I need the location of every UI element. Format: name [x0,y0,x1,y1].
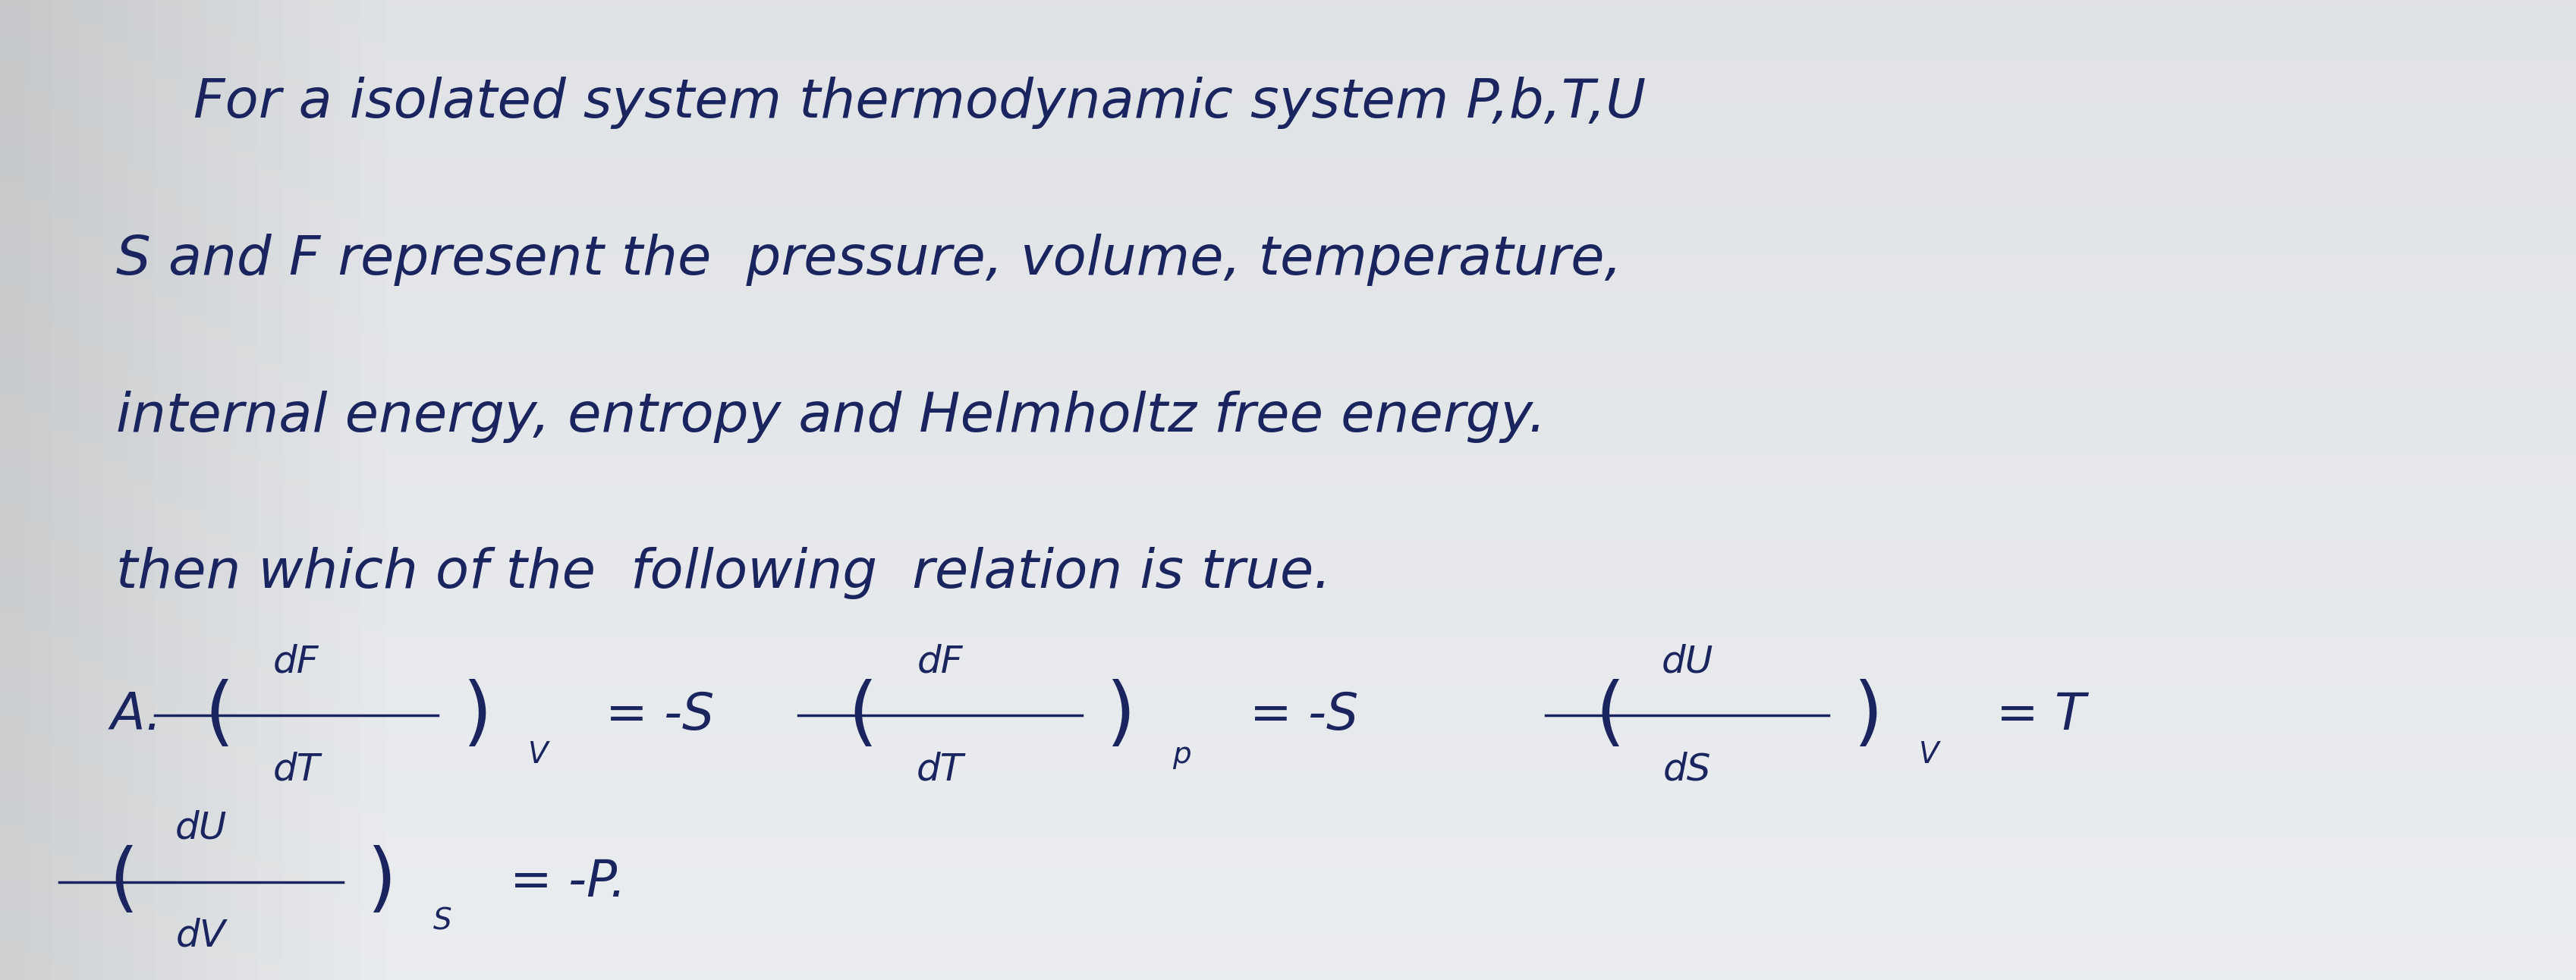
Text: ): ) [366,845,397,919]
Text: S: S [433,907,451,936]
Text: = -S: = -S [1249,690,1358,741]
Text: (: ( [848,678,878,753]
Text: (: ( [108,845,139,919]
Text: dS: dS [1664,751,1710,788]
Text: = T: = T [1996,690,2087,741]
Text: then which of the  following  relation is true.: then which of the following relation is … [116,547,1332,600]
Text: dT: dT [273,751,319,788]
Text: p: p [1172,740,1190,769]
Text: ): ) [1105,678,1136,753]
Text: (: ( [1595,678,1625,753]
Text: dV: dV [175,917,227,955]
Text: dF: dF [917,643,963,680]
Text: ): ) [1852,678,1883,753]
Text: dU: dU [175,809,227,847]
Text: S and F represent the  pressure, volume, temperature,: S and F represent the pressure, volume, … [116,233,1623,286]
Text: dT: dT [917,751,963,788]
Text: = -S: = -S [605,690,714,741]
Text: V: V [1919,740,1940,769]
Text: dF: dF [273,643,319,680]
Text: (: ( [204,678,234,753]
Text: internal energy, entropy and Helmholtz free energy.: internal energy, entropy and Helmholtz f… [116,390,1546,443]
Text: dU: dU [1662,643,1713,680]
Text: V: V [528,740,549,769]
Text: For a isolated system thermodynamic system P,b,T,U: For a isolated system thermodynamic syst… [193,76,1646,129]
Text: ): ) [461,678,492,753]
Text: A.: A. [111,690,162,741]
Text: = -P.: = -P. [510,857,626,907]
